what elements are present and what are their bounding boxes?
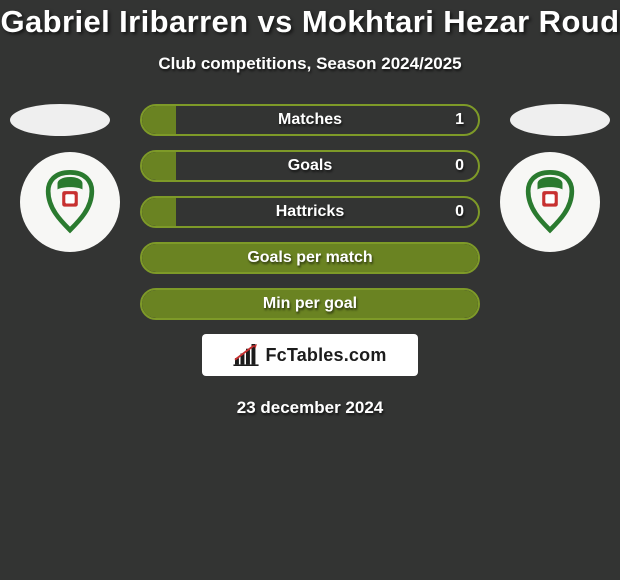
club-right-emblem (500, 152, 600, 252)
stat-bar: Min per goal (140, 288, 480, 320)
stat-bar: Hattricks 0 (140, 196, 480, 228)
stat-bar-fill (142, 198, 176, 226)
subtitle: Club competitions, Season 2024/2025 (0, 54, 620, 74)
page-title: Gabriel Iribarren vs Mokhtari Hezar Roud (0, 4, 620, 40)
player-left-headshot (10, 104, 110, 136)
comparison-body: Matches 1 Goals 0 Hattricks 0 Goals per match M… (0, 104, 620, 418)
club-emblem-icon (31, 163, 109, 241)
stat-bars: Matches 1 Goals 0 Hattricks 0 Goals per match M… (140, 104, 480, 320)
fctables-logo: FcTables.com (202, 334, 418, 376)
stat-bar-label: Hattricks (276, 203, 344, 221)
stat-bar-label: Matches (278, 111, 342, 129)
stat-bar: Matches 1 (140, 104, 480, 136)
bar-chart-icon (233, 344, 259, 366)
club-left-emblem (20, 152, 120, 252)
stat-bar-value-right: 1 (455, 111, 464, 129)
stat-bar-value-right: 0 (455, 203, 464, 221)
stat-bar-fill (142, 106, 176, 134)
stat-bar-label: Min per goal (263, 295, 357, 313)
date-text: 23 december 2024 (0, 398, 620, 418)
stat-bar-fill (142, 152, 176, 180)
fctables-logo-text: FcTables.com (265, 345, 386, 366)
stat-bar-label: Goals per match (247, 249, 372, 267)
stat-bar-label: Goals (288, 157, 332, 175)
stat-bar-value-right: 0 (455, 157, 464, 175)
club-emblem-icon (511, 163, 589, 241)
player-right-headshot (510, 104, 610, 136)
stat-bar: Goals per match (140, 242, 480, 274)
stat-bar: Goals 0 (140, 150, 480, 182)
